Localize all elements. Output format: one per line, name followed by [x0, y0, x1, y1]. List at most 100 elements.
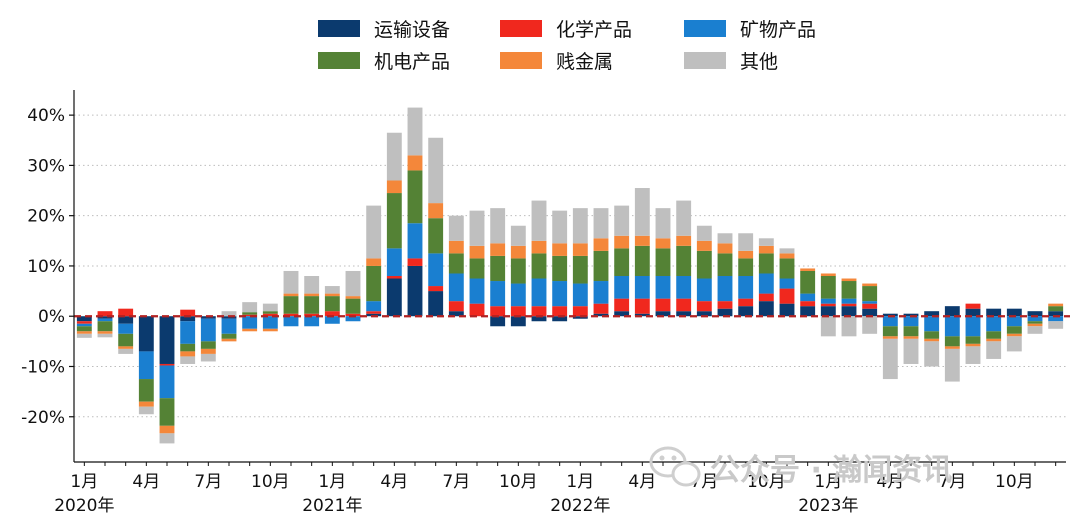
- bar-segment: [924, 331, 940, 339]
- bar-segment: [634, 245, 650, 276]
- bar-segment: [118, 333, 134, 347]
- legend-label: 机电产品: [374, 51, 450, 73]
- bar-segment: [903, 336, 919, 339]
- bar-segment: [221, 333, 237, 339]
- bar-segment: [1006, 336, 1022, 352]
- bar-segment: [324, 311, 340, 317]
- bar-segment: [510, 316, 526, 327]
- bar-segment: [758, 238, 774, 246]
- legend-swatch: [500, 20, 542, 37]
- bar-segment: [531, 278, 547, 307]
- x-tick-label: 10月: [499, 472, 538, 492]
- bar-segment: [552, 306, 568, 317]
- bar-segment: [738, 258, 754, 276]
- bar-segment: [1006, 326, 1022, 334]
- bar-segment: [448, 240, 464, 254]
- legend-swatch: [684, 20, 726, 37]
- bar-segment: [862, 303, 878, 309]
- bar-segment: [200, 353, 216, 362]
- bar-segment: [159, 425, 175, 434]
- watermark-text: 公众号 · 瀚闻资讯: [710, 453, 952, 488]
- bar-segment: [903, 338, 919, 364]
- bar-segment: [965, 346, 981, 364]
- bar-segment: [531, 306, 547, 317]
- bar-segment: [200, 318, 216, 342]
- bar-segment: [1027, 323, 1043, 327]
- bar-segment: [97, 311, 113, 317]
- bar-segment: [324, 316, 340, 324]
- bar-segment: [366, 313, 382, 317]
- bar-segment: [655, 298, 671, 312]
- bar-segment: [758, 253, 774, 274]
- x-tick-label: 10月: [251, 472, 290, 492]
- bar-segment: [345, 298, 361, 314]
- bar-segment: [986, 331, 1002, 339]
- bar-segment: [882, 316, 898, 327]
- bar-segment: [593, 313, 609, 317]
- bar-segment: [676, 311, 692, 317]
- bar-segment: [965, 308, 981, 317]
- bar-segment: [490, 243, 506, 256]
- bar-segment: [97, 331, 113, 334]
- bar-segment: [779, 258, 795, 279]
- bar-segment: [696, 240, 712, 251]
- bar-segment: [924, 316, 940, 332]
- bar-segment: [304, 313, 320, 317]
- bar-segment: [572, 208, 588, 244]
- bar-segment: [614, 311, 630, 317]
- bar-segment: [262, 303, 278, 312]
- bar-segment: [552, 210, 568, 244]
- grid-lines: [74, 114, 1066, 418]
- bar-segment: [738, 298, 754, 307]
- bar-segment: [138, 401, 154, 407]
- bar-segment: [676, 298, 692, 312]
- bar-segment: [304, 316, 320, 327]
- y-tick-label: 10%: [27, 257, 65, 277]
- bar-segment: [965, 316, 981, 337]
- bar-segment: [118, 348, 134, 354]
- axes: -20% -10% 0% 10% 20% 30% 40% 1月 4月 7月 10月 1月 4月 7月 10月…: [21, 90, 1066, 516]
- bar-segment: [634, 188, 650, 236]
- bar-segment: [428, 218, 444, 254]
- y-tick-label: -10%: [21, 357, 65, 377]
- bar-segment: [655, 276, 671, 299]
- bar-segment: [676, 245, 692, 276]
- bar-segment: [242, 328, 258, 332]
- bar-segment: [572, 243, 588, 256]
- bar-segment: [841, 306, 857, 317]
- bar-segment: [531, 316, 547, 322]
- bar-segment: [924, 338, 940, 342]
- bar-segment: [800, 306, 816, 317]
- bar-segment: [469, 210, 485, 246]
- bar-segment: [262, 328, 278, 332]
- x-tick-label: 1月: [70, 472, 98, 492]
- bar-segment: [345, 313, 361, 317]
- bar-segment: [1027, 321, 1043, 324]
- x-tick-label: 4月: [876, 472, 904, 492]
- bar-segment: [800, 293, 816, 302]
- bar-segment: [159, 363, 175, 366]
- bar-segment: [490, 316, 506, 327]
- bar-segment: [118, 346, 134, 349]
- bar-segment: [448, 311, 464, 317]
- bar-segment: [159, 365, 175, 399]
- bar-segment: [180, 351, 196, 357]
- legend-label: 化学产品: [556, 19, 632, 41]
- bar-segment: [200, 341, 216, 349]
- bar-segment: [510, 306, 526, 317]
- bar-segment: [221, 311, 237, 317]
- bar-segment: [531, 240, 547, 254]
- bar-segment: [221, 318, 237, 334]
- bar-segment: [965, 343, 981, 347]
- bar-segment: [510, 258, 526, 284]
- bar-segment: [758, 273, 774, 294]
- bar-segment: [779, 288, 795, 304]
- bar-segment: [614, 205, 630, 236]
- bar-segment: [717, 308, 733, 317]
- bar-segment: [903, 313, 919, 317]
- y-tick-label: 0%: [38, 307, 65, 327]
- bar-segment: [490, 281, 506, 307]
- bar-segment: [841, 303, 857, 307]
- legend-swatch: [318, 52, 360, 69]
- bar-segment: [924, 341, 940, 367]
